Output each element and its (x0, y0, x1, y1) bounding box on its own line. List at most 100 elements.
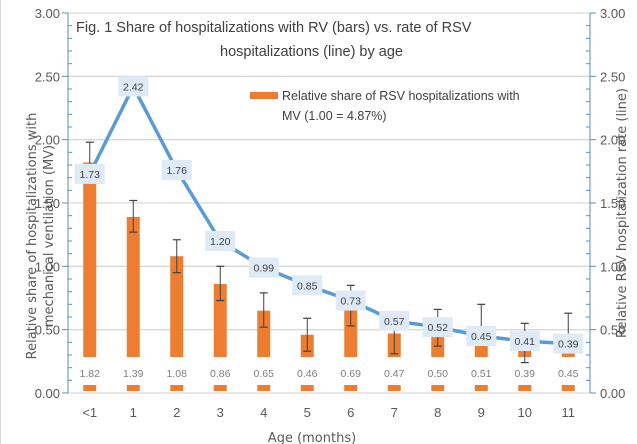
right-axis: 0.00 0.50 1.00 1.50 2.00 2.50 3.00 (586, 6, 625, 401)
left-tick-label: 0.00 (35, 386, 60, 401)
line-value-label: 0.52 (428, 322, 449, 334)
right-tick-label: 3.00 (600, 6, 625, 21)
left-axis-title-line-1: Relative share of hospitalizations with (25, 113, 40, 360)
line-label-box (335, 290, 366, 311)
bar (213, 284, 227, 357)
bar-value-label: 1.82 (80, 368, 101, 380)
line-value-label: 0.57 (384, 316, 405, 328)
left-axis-title-line-2: mechanical ventilation (MV) (42, 145, 57, 327)
bar-base (170, 385, 184, 391)
line-label-box (74, 163, 105, 184)
bar-base (213, 385, 227, 391)
bar-base (300, 385, 314, 391)
left-tick-label: 0.50 (35, 323, 60, 338)
left-axis: 0.00 0.50 1.00 1.50 2.00 2.50 3.00 (35, 6, 72, 401)
bar-base (561, 385, 575, 391)
bar-base (83, 385, 97, 391)
line-label-box (292, 275, 323, 296)
bar (170, 256, 184, 357)
bar (344, 305, 358, 357)
x-tick-label: <1 (82, 405, 97, 420)
bar-base (387, 385, 401, 391)
x-axis-title: Age (months) (268, 431, 356, 444)
bar-value-label: 0.51 (471, 368, 492, 380)
x-tick-label: 9 (478, 405, 485, 420)
bar (257, 310, 271, 357)
line-series: 1.73 2.42 1.76 1.20 0.99 0.85 0.73 0.57 0.52 0.45… (74, 76, 584, 354)
line-value-label: 0.41 (515, 336, 536, 348)
line-value-label: 0.45 (471, 331, 492, 343)
bar-base (257, 385, 271, 391)
right-tick-label: 1.00 (600, 259, 625, 274)
bar-value-label: 0.86 (210, 368, 231, 380)
legend-text-line-1: Relative share of RSV hospitalizations w… (282, 89, 520, 103)
line-label-box (553, 333, 584, 354)
legend: Relative share of RSV hospitalizations w… (250, 89, 520, 123)
line-value-label: 1.76 (167, 165, 188, 177)
chart-title-line-1: Fig. 1 Share of hospitalizations with RV… (76, 20, 472, 36)
line-label-box (509, 331, 540, 352)
bar-base (344, 385, 358, 391)
bar-series: 1.82 1.39 1.08 0.86 0.65 0.46 0.69 0.47 0.50 0.51… (80, 162, 579, 391)
line-value-label: 1.20 (210, 236, 231, 248)
line-label-box (248, 257, 279, 278)
bar-value-label: 1.08 (167, 368, 188, 380)
x-tick-label: 11 (562, 405, 576, 420)
right-tick-label: 2.00 (600, 133, 625, 148)
bar-base (474, 385, 488, 391)
chart-title: Fig. 1 Share of hospitalizations with RV… (76, 20, 472, 60)
bar (83, 162, 97, 357)
left-axis-title: Relative share of hospitalizations with … (25, 113, 57, 360)
bar-value-label: 0.39 (515, 368, 536, 380)
legend-swatch-bar (250, 92, 278, 99)
line-label-box (205, 231, 236, 251)
bar-value-label: 1.39 (123, 368, 144, 380)
bar-base (126, 385, 140, 391)
right-tick-label: 2.50 (600, 69, 625, 84)
line-value-label: 0.85 (297, 280, 318, 292)
x-tick-label: 4 (260, 405, 267, 420)
line-value-label: 0.73 (341, 296, 362, 308)
x-tick-label: 3 (217, 405, 224, 420)
left-tick-label: 1.50 (35, 196, 60, 211)
line-value-label: 0.39 (558, 339, 579, 351)
bar-base (518, 385, 532, 391)
chart-title-line-2: hospitalizations (line) by age (220, 44, 403, 60)
left-tick-label: 2.50 (35, 69, 60, 84)
x-tick-label: 2 (173, 405, 180, 420)
line-value-label: 2.42 (123, 81, 144, 93)
x-tick-label: 7 (391, 405, 398, 420)
line-value-label: 0.99 (254, 263, 275, 275)
bar-value-label: 0.45 (558, 368, 579, 380)
bar-value-label: 0.69 (341, 368, 362, 380)
left-tick-label: 2.00 (35, 133, 60, 148)
right-axis-title: Relative RSV hospitalization rate (line) (615, 88, 630, 338)
line-value-label: 1.73 (80, 169, 101, 181)
bar-value-label: 0.50 (428, 368, 449, 380)
right-axis-title-text: Relative RSV hospitalization rate (line) (615, 88, 630, 338)
bar-value-label: 0.47 (384, 368, 405, 380)
right-tick-label: 0.00 (600, 386, 625, 401)
legend-text-line-2: MV (1.00 = 4.87%) (282, 109, 387, 123)
bar-base (431, 385, 445, 391)
line-label-box (161, 160, 192, 181)
x-tick-labels: <1 1 2 3 4 5 6 7 8 9 10 11 (82, 405, 575, 420)
rate-line (88, 84, 569, 346)
x-tick-label: 1 (130, 405, 137, 420)
line-label-box (379, 310, 410, 331)
right-tick-label: 0.50 (600, 323, 625, 338)
line-label-box (422, 317, 453, 338)
line-label-box (466, 326, 497, 346)
right-tick-label: 1.50 (600, 196, 625, 211)
bar (126, 216, 140, 357)
line-label-box (118, 76, 149, 97)
left-tick-label: 1.00 (35, 259, 60, 274)
x-tick-label: 10 (518, 405, 532, 420)
x-tick-label: 5 (304, 405, 311, 420)
x-tick-label: 8 (434, 405, 441, 420)
bar-value-label: 0.65 (254, 368, 275, 380)
left-tick-label: 3.00 (35, 6, 60, 21)
gridlines (68, 12, 590, 394)
